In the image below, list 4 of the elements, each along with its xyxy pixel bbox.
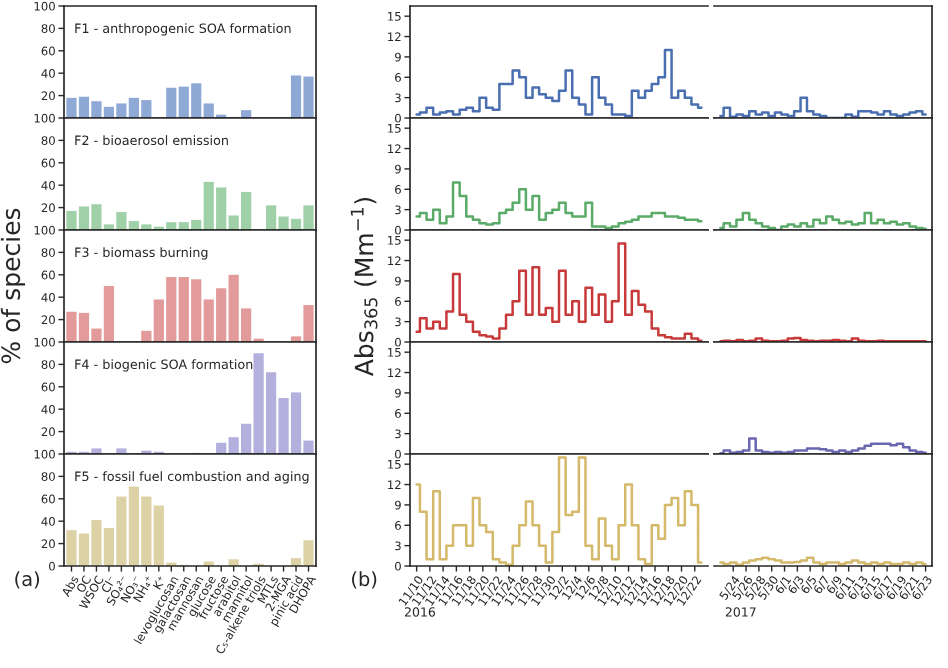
text: (a) [15, 571, 40, 589]
y-axis-title: % of species [0, 208, 26, 364]
y-axis-title: Abs$_{365}$ (Mm$^{−1}$) [350, 197, 378, 377]
text: (b) [352, 571, 377, 589]
